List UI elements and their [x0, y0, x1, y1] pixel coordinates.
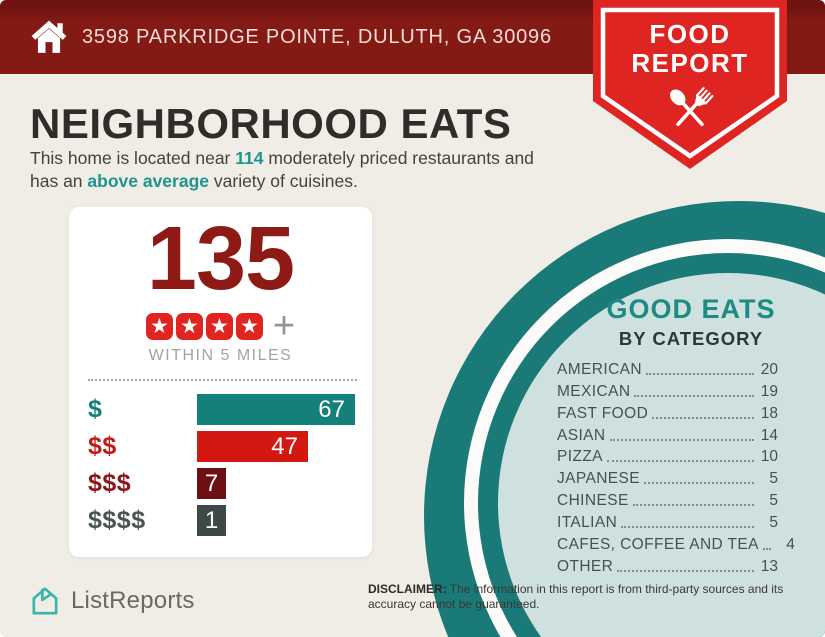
restaurant-count: 114	[235, 148, 264, 168]
category-name: FAST FOOD	[557, 404, 649, 422]
category-row: ITALIAN 5	[557, 510, 778, 532]
ribbon-line1: FOOD	[649, 19, 731, 49]
bar-value-label: 7	[204, 469, 219, 497]
category-name: JAPANESE	[557, 470, 641, 488]
good-eats-header: GOOD EATS BY CATEGORY	[556, 294, 825, 350]
category-name: CAFES, COFFEE AND TEA	[557, 536, 759, 554]
disclaimer-text-line2: accuracy cannot be guaranteed.	[368, 596, 540, 611]
category-name: ITALIAN	[557, 514, 618, 532]
star-icon: ★	[205, 312, 233, 340]
dotted-leader	[632, 504, 754, 507]
bar-value-label: 1	[204, 506, 219, 534]
category-row: MEXICAN 19	[557, 379, 778, 401]
category-count: 5	[769, 470, 778, 488]
price-bar-row: $$$ 7	[88, 468, 357, 499]
category-row: FAST FOOD 18	[557, 401, 778, 423]
rating-stars: ★ ★ ★ ★	[145, 312, 263, 340]
subtitle-text: This home is located near	[30, 148, 236, 168]
dotted-leader	[606, 460, 754, 463]
price-bar-row: $$$$ 1	[88, 505, 357, 536]
category-count: 10	[760, 448, 778, 466]
price-tier-label: $$	[88, 432, 117, 460]
category-row: ASIAN 14	[557, 423, 778, 445]
restaurant-stats-card: 135 ★ ★ ★ ★ + WITHIN 5 MILES $67 $$ 47 $$$ 7 $$$…	[69, 207, 372, 557]
category-count: 14	[760, 426, 778, 444]
price-tier-bar: 67	[197, 394, 355, 425]
category-row: OTHER 13	[557, 554, 778, 576]
plus-sign: +	[272, 304, 296, 347]
category-name: AMERICAN	[557, 360, 643, 378]
category-row: CAFES, COFFEE AND TEA 4	[557, 532, 795, 554]
star-icon: ★	[235, 312, 263, 340]
category-count: 4	[786, 536, 795, 554]
subtitle-text: variety of cuisines.	[209, 170, 358, 191]
ribbon-line2: REPORT	[631, 48, 749, 78]
dotted-leader	[609, 438, 754, 441]
home-icon	[31, 20, 67, 53]
price-tier-bar: 47	[197, 431, 308, 462]
dotted-leader	[646, 372, 754, 375]
category-name: CHINESE	[557, 492, 629, 510]
price-bar-chart: $67 $$ 47 $$$ 7 $$$$ 1	[88, 394, 357, 542]
price-tier-label: $$$	[88, 469, 132, 497]
good-eats-subtitle: BY CATEGORY	[618, 328, 764, 349]
category-count: 13	[760, 557, 778, 575]
star-icon: ★	[175, 312, 203, 340]
rating-row: ★ ★ ★ ★ +	[69, 304, 372, 347]
dotted-leader	[762, 548, 771, 551]
subtitle-text: has an	[30, 170, 88, 191]
category-count: 19	[760, 382, 778, 400]
subtitle-text: moderately priced restaurants and	[263, 148, 534, 168]
category-row: PIZZA 10	[557, 445, 778, 467]
dotted-divider	[88, 379, 357, 381]
good-eats-title: GOOD EATS	[606, 294, 776, 324]
category-name: OTHER	[557, 557, 614, 575]
disclaimer-text-line1: The information in this report is from t…	[446, 582, 784, 596]
brand-name: ListReports	[71, 587, 195, 614]
category-name: PIZZA	[557, 448, 603, 466]
price-bar-row: $$ 47	[88, 431, 357, 462]
food-report-badge: FOOD REPORT	[593, 0, 787, 169]
price-tier-label: $$$$	[88, 506, 146, 534]
property-address: 3598 PARKRIDGE POINTE, DULUTH, GA 30096	[82, 25, 552, 48]
category-row: AMERICAN 20	[557, 357, 778, 379]
category-name: MEXICAN	[557, 382, 631, 400]
category-name: ASIAN	[557, 426, 606, 444]
dotted-leader	[621, 526, 754, 529]
category-count: 5	[769, 492, 778, 510]
home-chimney	[57, 23, 63, 33]
page-subtitle: This home is located near 114 moderately…	[30, 147, 590, 192]
price-tier-bar: 7	[197, 468, 226, 499]
listreports-logo-icon	[32, 587, 58, 615]
dotted-leader	[617, 569, 754, 572]
bar-value-label: 47	[271, 432, 298, 460]
category-row: JAPANESE 5	[557, 466, 778, 488]
listreports-brand: ListReports	[28, 584, 195, 618]
dotted-leader	[644, 482, 754, 485]
disclaimer-label: DISCLAIMER:	[368, 582, 447, 596]
category-count: 18	[760, 404, 778, 422]
crossed-utensils-icon	[670, 87, 714, 127]
category-row: CHINESE 5	[557, 488, 778, 510]
ribbon-text: FOOD REPORT	[593, 20, 787, 78]
bar-value-label: 67	[318, 395, 345, 423]
variety-highlight: above average	[87, 170, 210, 191]
ribbon-shape	[593, 0, 787, 169]
category-count: 20	[760, 360, 778, 378]
dotted-leader	[652, 416, 754, 419]
star-icon: ★	[145, 312, 173, 340]
total-restaurants-count: 135	[146, 208, 295, 309]
category-count: 5	[769, 514, 778, 532]
category-list: AMERICAN 20 MEXICAN 19 FAST FOOD 18 ASIAN 14 PIZ…	[557, 357, 795, 576]
radius-label: WITHIN 5 MILES	[148, 347, 293, 364]
page-title: NEIGHBORHOOD EATS	[30, 100, 512, 147]
price-tier-bar: 1	[197, 505, 226, 536]
disclaimer: DISCLAIMER: The information in this repo…	[368, 582, 825, 611]
price-tier-label: $	[88, 395, 103, 423]
dotted-leader	[634, 394, 754, 397]
price-bar-row: $67	[88, 394, 357, 425]
